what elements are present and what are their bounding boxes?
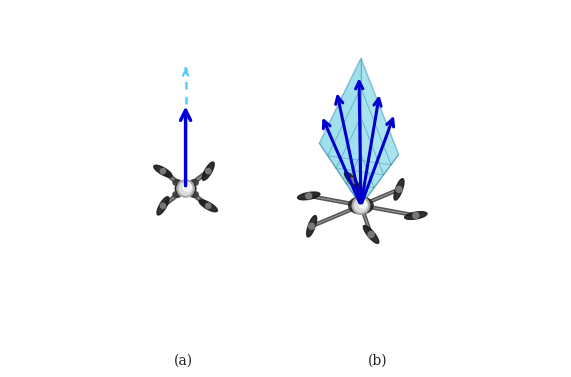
Circle shape	[160, 203, 166, 208]
Circle shape	[206, 203, 211, 208]
Circle shape	[178, 180, 194, 197]
Circle shape	[160, 169, 166, 174]
Ellipse shape	[405, 211, 427, 219]
Circle shape	[396, 186, 402, 192]
Polygon shape	[319, 58, 399, 205]
Ellipse shape	[173, 179, 181, 185]
Ellipse shape	[307, 216, 317, 237]
Circle shape	[349, 178, 355, 184]
Ellipse shape	[199, 200, 218, 212]
Circle shape	[358, 200, 367, 208]
Ellipse shape	[175, 181, 196, 196]
Text: (b): (b)	[368, 354, 388, 368]
Ellipse shape	[190, 179, 198, 185]
Ellipse shape	[349, 197, 373, 214]
Polygon shape	[361, 58, 399, 205]
Ellipse shape	[202, 162, 214, 180]
Circle shape	[353, 197, 369, 214]
Circle shape	[413, 213, 419, 219]
Circle shape	[183, 183, 191, 191]
Circle shape	[206, 169, 211, 174]
Ellipse shape	[157, 197, 169, 215]
Circle shape	[305, 193, 312, 199]
Ellipse shape	[344, 172, 360, 190]
Ellipse shape	[363, 225, 379, 244]
Ellipse shape	[173, 192, 181, 198]
Text: (a): (a)	[174, 354, 193, 368]
Ellipse shape	[190, 192, 198, 198]
Polygon shape	[319, 58, 361, 205]
Ellipse shape	[154, 165, 172, 177]
Ellipse shape	[297, 192, 320, 200]
Circle shape	[309, 223, 315, 229]
Ellipse shape	[394, 179, 404, 200]
Circle shape	[368, 231, 374, 238]
